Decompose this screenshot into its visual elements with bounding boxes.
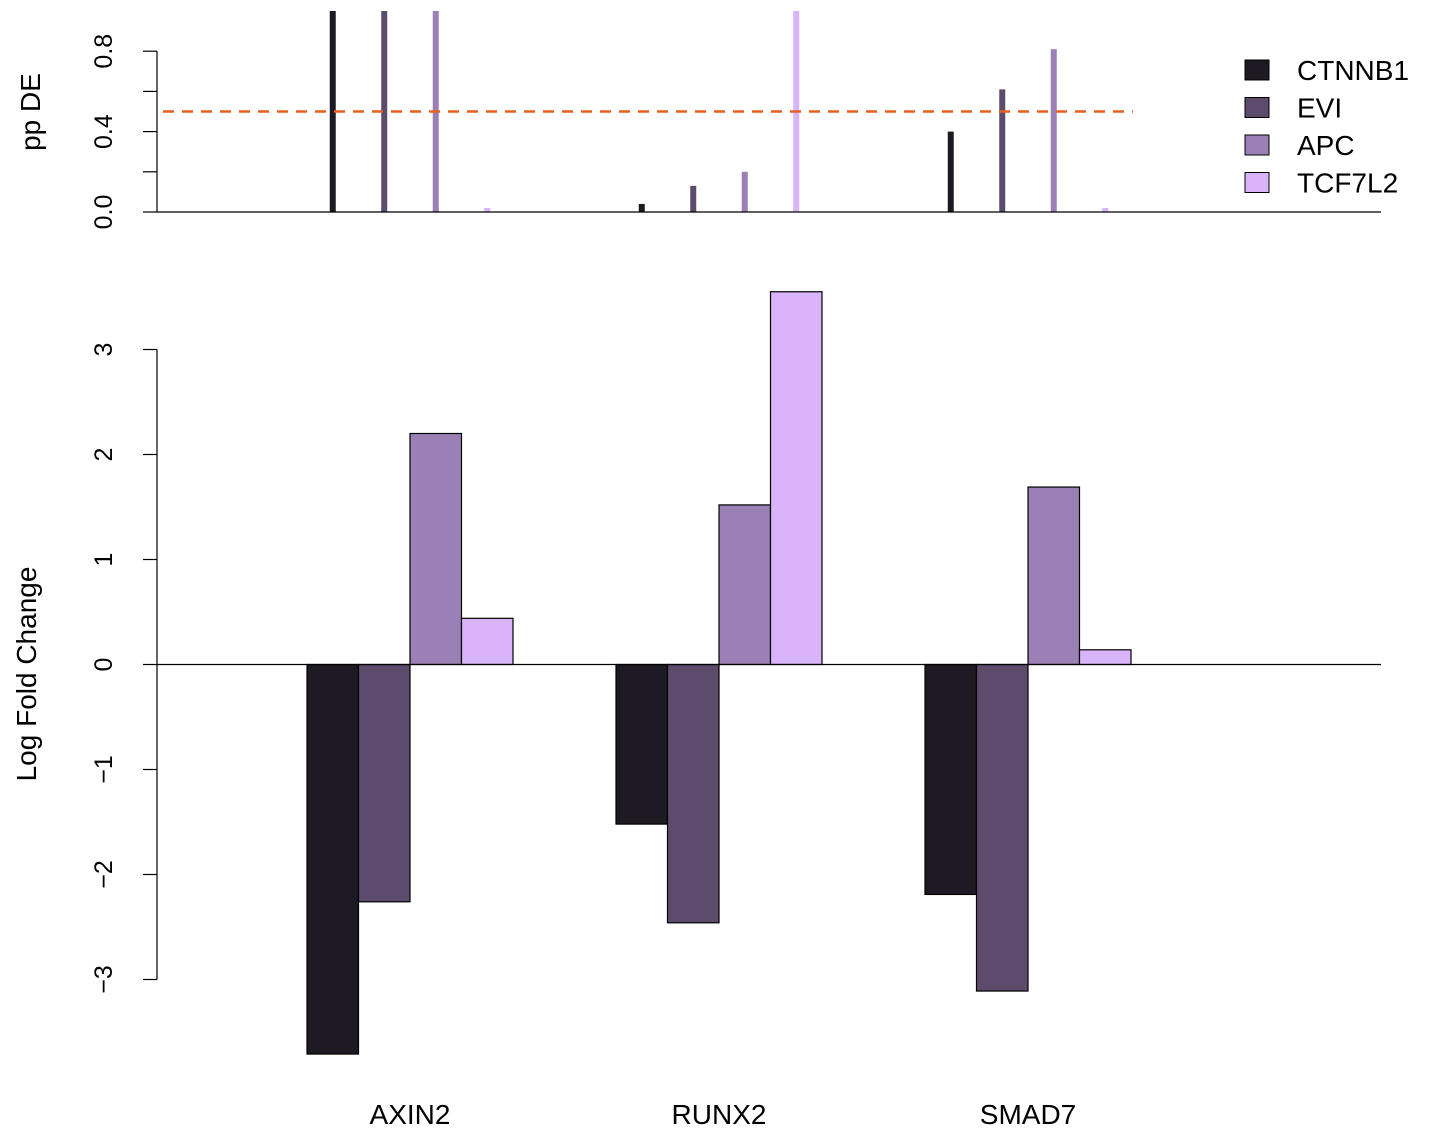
pp-de-bar — [638, 203, 645, 212]
log-fold-change-bar — [924, 663, 978, 896]
pp-de-bar — [1050, 49, 1057, 212]
bottom-y-axis-label: Log Fold Change — [11, 567, 42, 782]
log-fold-change-bar — [357, 663, 411, 903]
log-fold-change-bar — [1027, 486, 1081, 666]
bottom-y-tick-label: 1 — [90, 553, 118, 567]
log-fold-change-bar — [460, 617, 514, 666]
pp-de-bar — [999, 89, 1006, 212]
log-fold-change-bar — [666, 663, 720, 924]
bottom-bars — [306, 291, 1132, 1055]
log-fold-change-bar — [1078, 649, 1132, 666]
legend-label: TCF7L2 — [1297, 168, 1398, 199]
bottom-y-tick-label: −1 — [90, 755, 118, 784]
pp-de-bar — [484, 207, 491, 212]
legend: CTNNB1 EVI APC TCF7L2 — [1244, 55, 1409, 199]
legend-label: APC — [1297, 130, 1355, 161]
bottom-y-tick-label: 2 — [90, 448, 118, 462]
legend-label: CTNNB1 — [1297, 55, 1409, 86]
log-fold-change-bar — [975, 663, 1029, 992]
legend-swatch — [1244, 134, 1270, 156]
log-fold-change-bar — [409, 432, 463, 666]
pp-de-bar — [381, 11, 388, 212]
pp-de-bar — [690, 185, 697, 212]
log-fold-change-bar — [615, 663, 669, 825]
bottom-y-tick-label: 3 — [90, 343, 118, 357]
bottom-y-tick-label: −2 — [90, 860, 118, 889]
pp-de-bar — [1102, 207, 1109, 212]
top-y-tick-label: 0.0 — [90, 195, 118, 230]
legend-swatch — [1244, 172, 1270, 193]
pp-de-bar — [947, 131, 954, 212]
pp-de-bar — [329, 11, 336, 212]
log-fold-change-bar — [306, 663, 360, 1055]
bottom-y-tick-label: 0 — [90, 658, 118, 672]
log-fold-change-bar — [718, 504, 772, 666]
bottom-y-tick-label: −3 — [90, 965, 118, 994]
legend-label: EVI — [1297, 93, 1342, 124]
category-labels: AXIN2 RUNX2 SMAD7 — [370, 1099, 1077, 1128]
bottom-y-axis: −3 −2 −1 0 1 2 3 — [90, 343, 158, 994]
top-y-tick-label: 0.8 — [90, 34, 118, 69]
top-y-tick-label: 0.4 — [90, 114, 118, 149]
top-y-axis: 0.0 0.4 0.8 — [90, 34, 158, 230]
bottom-panel: Log Fold Change −3 −2 −1 0 1 2 3 AXIN2 RUNX2 SMA… — [11, 291, 1381, 1128]
legend-swatch — [1244, 97, 1270, 118]
log-fold-change-bar — [769, 291, 823, 666]
pp-de-bar — [741, 171, 748, 212]
top-panel: pp DE 0.0 0.4 0.8 CTNNB1 EVI APC TCF7L2 — [15, 11, 1409, 229]
category-label: AXIN2 — [370, 1099, 451, 1128]
top-y-axis-label: pp DE — [15, 73, 46, 151]
category-label: SMAD7 — [980, 1099, 1076, 1128]
legend-swatch — [1244, 59, 1270, 81]
category-label: RUNX2 — [672, 1099, 767, 1128]
